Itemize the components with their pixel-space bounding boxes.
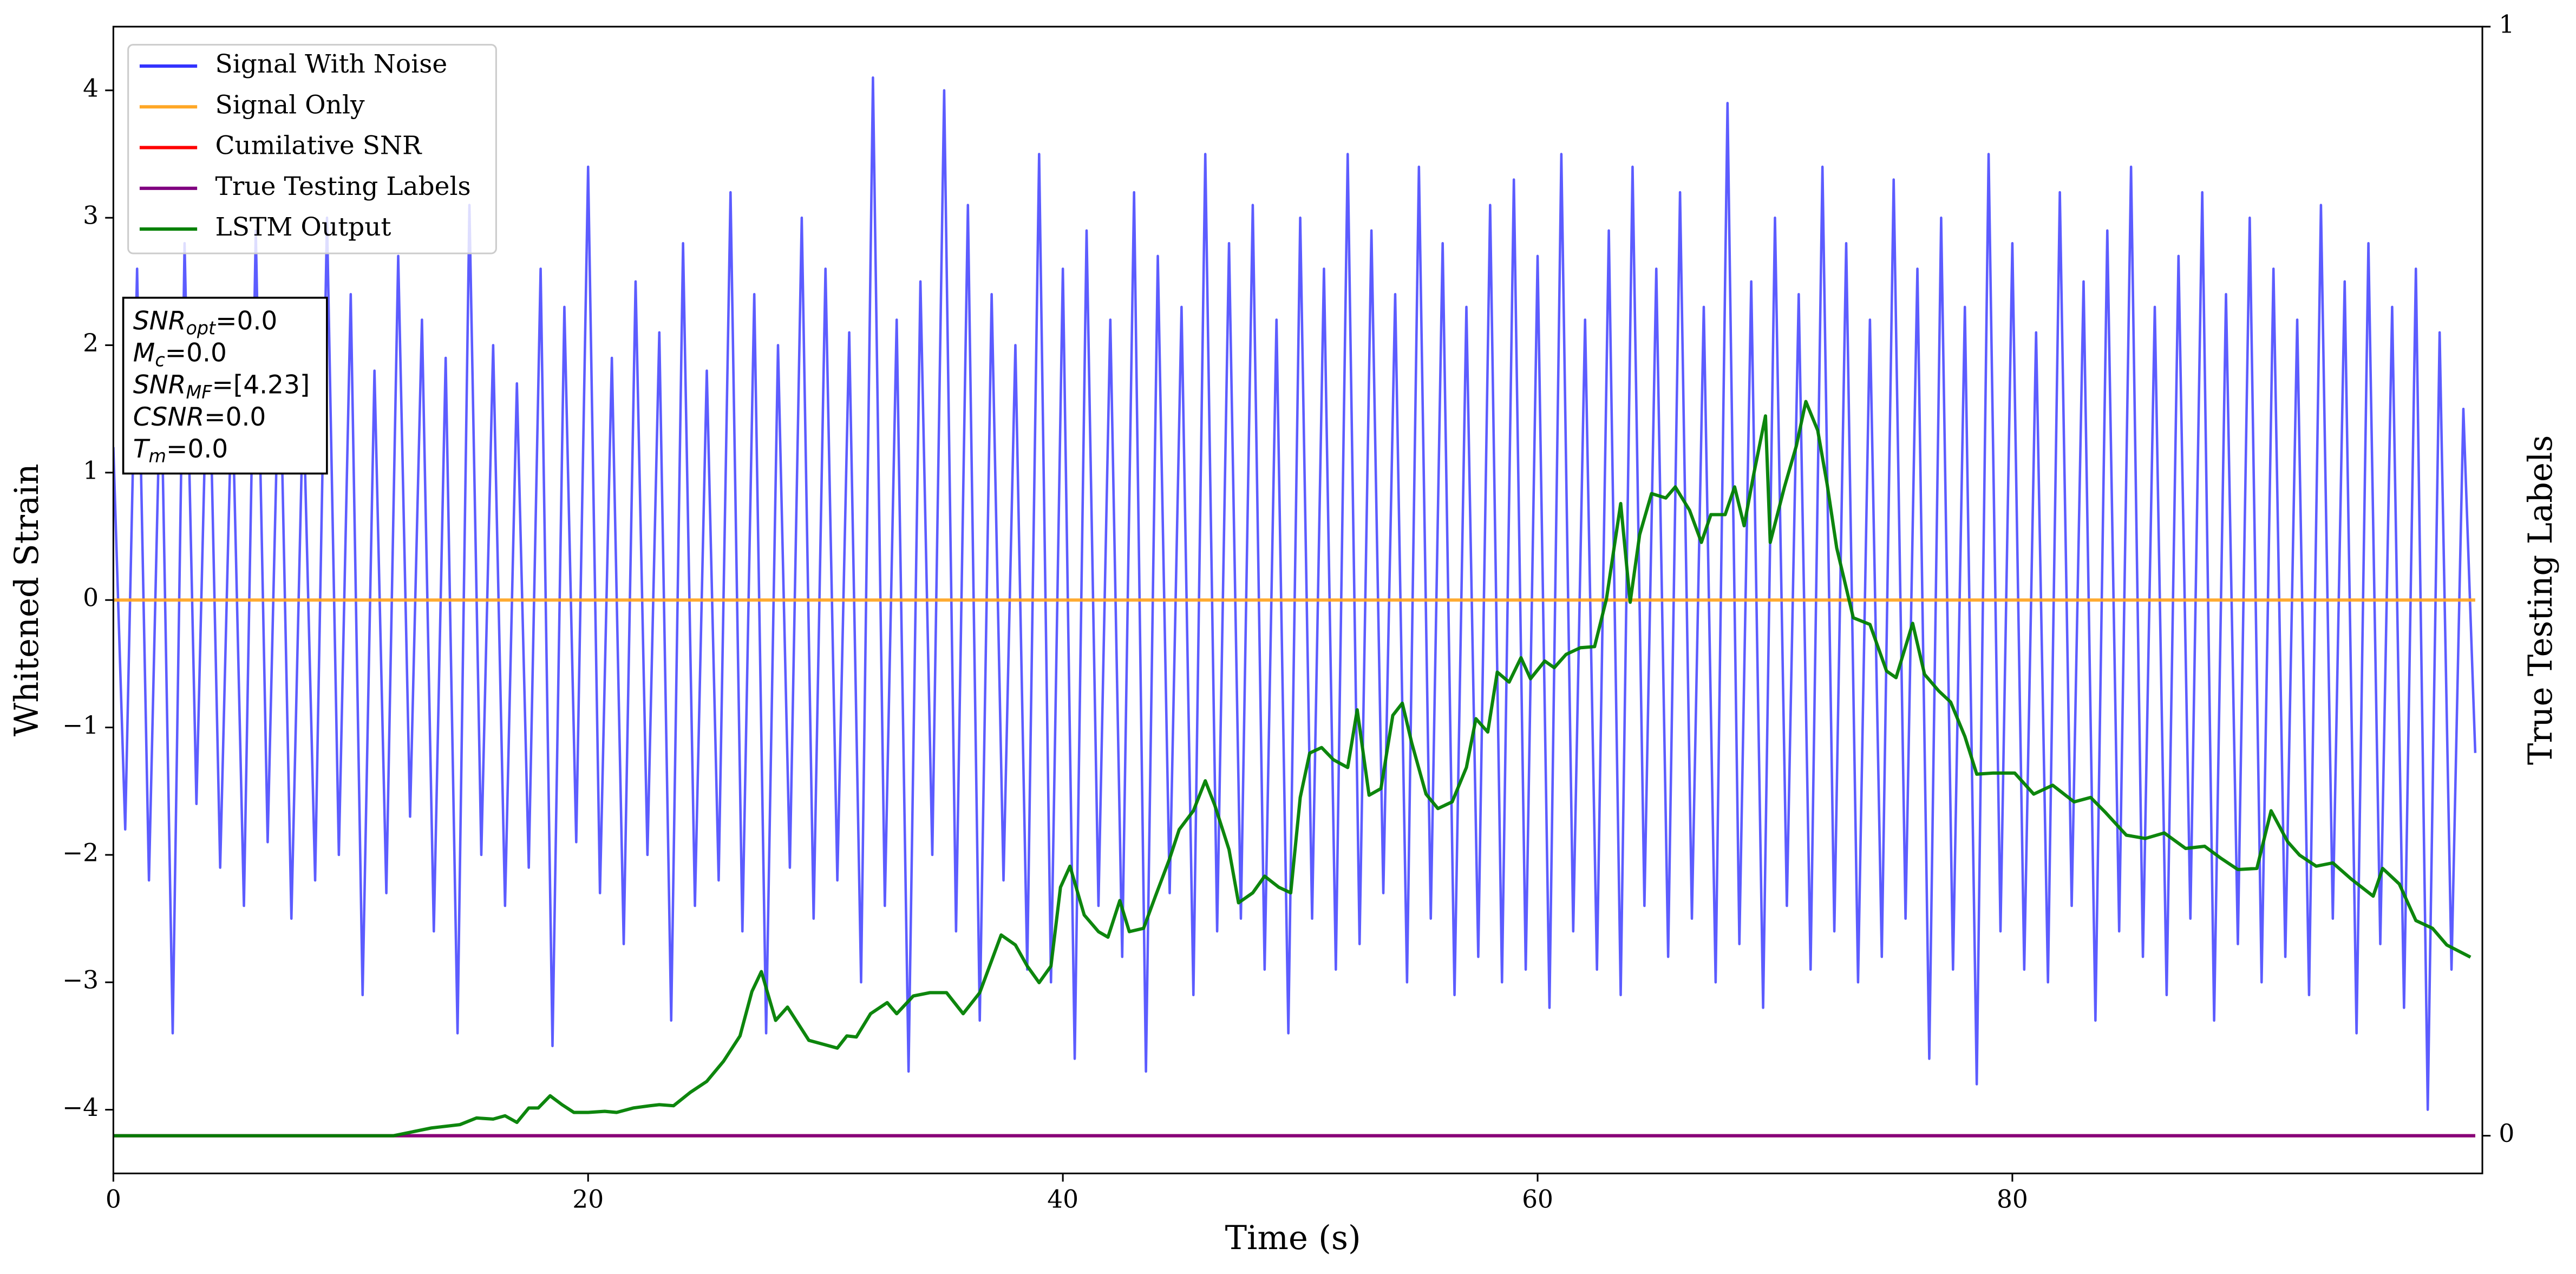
legend-label: Signal With Noise <box>215 49 448 79</box>
annotation-line: Mc=0.0 <box>133 338 227 370</box>
annotation-line: SNRopt=0.0 <box>133 306 278 338</box>
annotation-line: Tm=0.0 <box>133 434 228 467</box>
y-axis-label: Whitened Strain <box>8 463 46 736</box>
y-tick-label: −3 <box>62 966 99 995</box>
y-tick-label: 4 <box>83 74 99 102</box>
annotation-value: =0.0 <box>215 306 277 336</box>
annotation-subscript: c <box>155 349 165 370</box>
y-tick-label: −2 <box>62 838 99 867</box>
annotation: SNRopt=0.0Mc=0.0SNRMF=[4.23]CSNR=0.0Tm=0… <box>122 297 328 475</box>
legend-label: True Testing Labels <box>215 172 471 201</box>
legend-label: Signal Only <box>215 90 365 120</box>
x-tick-label: 40 <box>1047 1185 1078 1213</box>
annotation-symbol: M <box>133 338 155 368</box>
y2-tick-label: 0 <box>2499 1119 2514 1148</box>
plot-area <box>113 76 2477 1138</box>
y-tick-label: −1 <box>62 711 99 740</box>
annotation-symbol: T <box>133 434 151 464</box>
annotation-line: CSNR=0.0 <box>133 402 266 432</box>
annotation-value: =0.0 <box>166 434 228 464</box>
y-tick-label: −4 <box>62 1093 99 1122</box>
series-line <box>113 400 2472 1138</box>
x-axis-label: Time (s) <box>1225 1219 1361 1257</box>
x-tick-label: 20 <box>572 1185 604 1213</box>
annotation-value: =0.0 <box>165 338 227 368</box>
annotation-value: =0.0 <box>204 402 266 432</box>
y-tick-label: 2 <box>83 329 99 357</box>
legend-label: Cumilative SNR <box>215 131 423 161</box>
x-tick-label: 60 <box>1522 1185 1553 1213</box>
annotation-line: SNRMF=[4.23] <box>133 370 310 402</box>
y-tick-label: 0 <box>83 584 99 612</box>
x-tick-label: 80 <box>1997 1185 2028 1213</box>
annotation-subscript: MF <box>186 381 212 402</box>
annotation-value: =[4.23] <box>212 370 310 400</box>
annotation-subscript: opt <box>186 317 217 338</box>
annotation-symbol: CSNR <box>133 402 204 432</box>
legend: Signal With Noise Signal Only Cumilative S… <box>127 44 497 254</box>
annotation-symbol: SNR <box>133 306 186 336</box>
y-tick-label: 3 <box>83 201 99 230</box>
series-line <box>113 76 2477 1111</box>
annotation-symbol: SNR <box>133 370 186 400</box>
annotation-box <box>122 297 328 475</box>
annotation-subscript: m <box>149 446 167 467</box>
y2-tick-label: 1 <box>2499 10 2514 39</box>
y2-axis-label: True Testing Labels <box>2522 435 2560 765</box>
x-tick-label: 0 <box>106 1185 121 1213</box>
legend-label: LSTM Output <box>215 212 391 242</box>
y-tick-label: 1 <box>83 456 99 485</box>
legend-box <box>127 44 497 254</box>
